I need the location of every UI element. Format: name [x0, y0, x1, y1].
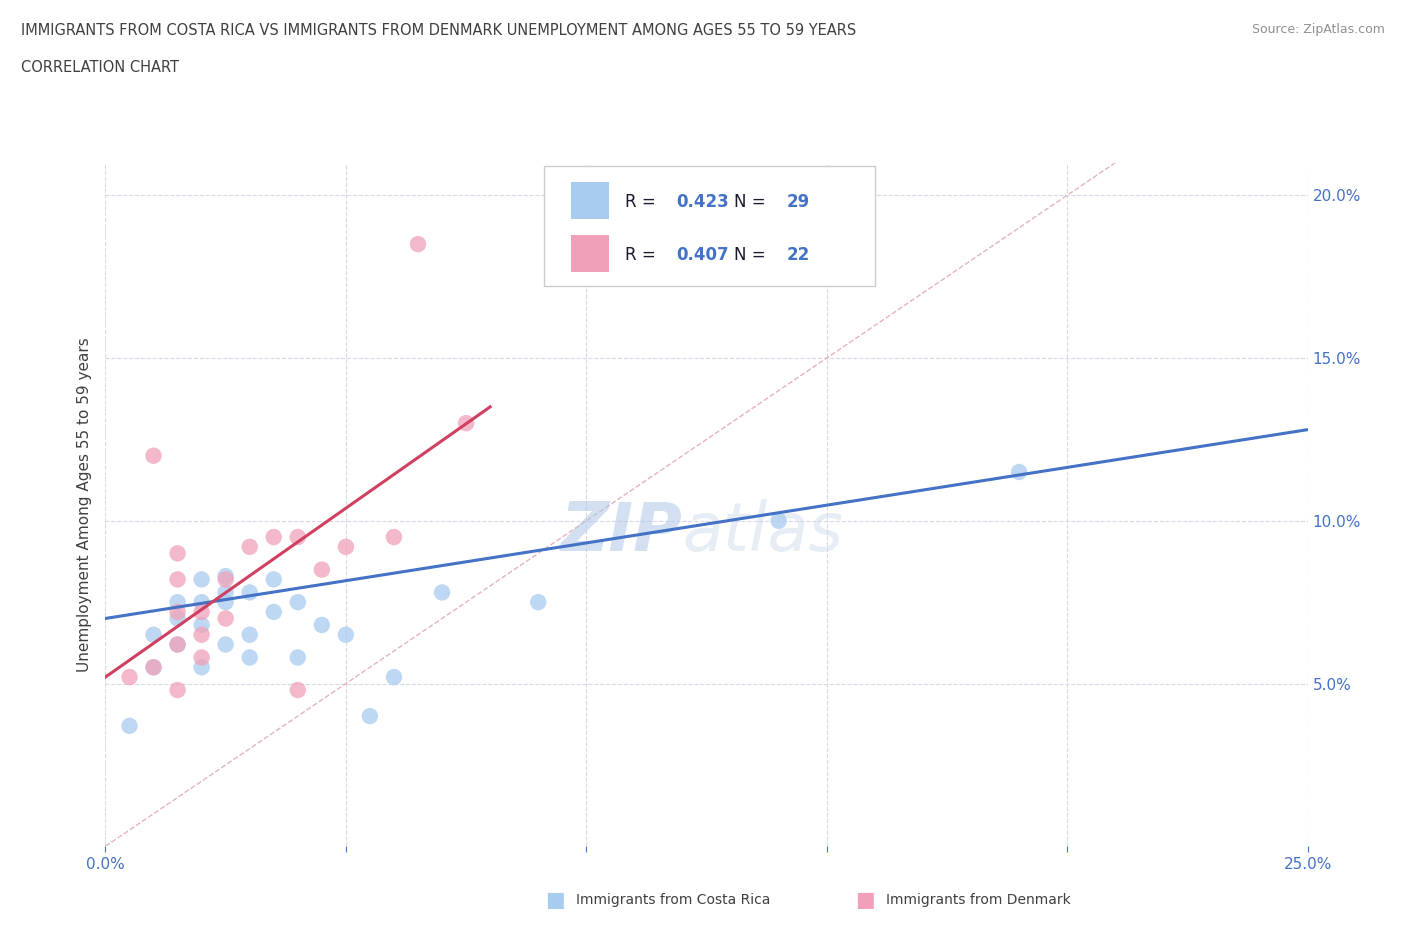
Point — [190, 650, 212, 665]
Point — [263, 604, 285, 619]
FancyBboxPatch shape — [544, 166, 875, 286]
Point — [166, 546, 188, 561]
Point — [214, 595, 236, 610]
Point — [214, 572, 236, 587]
Point — [768, 513, 790, 528]
FancyBboxPatch shape — [571, 182, 609, 219]
Point — [214, 569, 236, 584]
Point — [166, 572, 188, 587]
Point — [430, 585, 453, 600]
Point — [166, 611, 188, 626]
Point — [263, 530, 285, 545]
Point — [1008, 465, 1031, 480]
Point — [214, 585, 236, 600]
Point — [166, 637, 188, 652]
Point — [142, 628, 165, 643]
Point — [118, 670, 141, 684]
Text: ZIP: ZIP — [561, 498, 682, 565]
Point — [118, 719, 141, 734]
Point — [454, 416, 477, 431]
Point — [190, 572, 212, 587]
Point — [239, 650, 262, 665]
Point — [287, 595, 309, 610]
Point — [287, 530, 309, 545]
Point — [166, 595, 188, 610]
Point — [190, 595, 212, 610]
Point — [287, 683, 309, 698]
Point — [311, 563, 333, 578]
Y-axis label: Unemployment Among Ages 55 to 59 years: Unemployment Among Ages 55 to 59 years — [77, 338, 93, 671]
Point — [382, 530, 405, 545]
Point — [142, 448, 165, 463]
Point — [166, 637, 188, 652]
Point — [311, 618, 333, 632]
Point — [263, 572, 285, 587]
Point — [190, 618, 212, 632]
Point — [214, 611, 236, 626]
Text: ■: ■ — [855, 890, 875, 910]
FancyBboxPatch shape — [571, 234, 609, 272]
Point — [287, 650, 309, 665]
Text: Immigrants from Denmark: Immigrants from Denmark — [886, 893, 1070, 908]
Point — [214, 637, 236, 652]
Point — [382, 670, 405, 684]
Text: R =: R = — [624, 246, 655, 264]
Point — [239, 585, 262, 600]
Text: N =: N = — [734, 193, 766, 211]
Text: Immigrants from Costa Rica: Immigrants from Costa Rica — [576, 893, 770, 908]
Text: 22: 22 — [787, 246, 810, 264]
Text: 0.423: 0.423 — [676, 193, 730, 211]
Point — [142, 660, 165, 675]
Text: R =: R = — [624, 193, 655, 211]
Point — [406, 237, 429, 252]
Text: IMMIGRANTS FROM COSTA RICA VS IMMIGRANTS FROM DENMARK UNEMPLOYMENT AMONG AGES 55: IMMIGRANTS FROM COSTA RICA VS IMMIGRANTS… — [21, 23, 856, 38]
Point — [142, 660, 165, 675]
Text: 29: 29 — [787, 193, 810, 211]
Point — [239, 539, 262, 554]
Point — [190, 660, 212, 675]
Point — [359, 709, 381, 724]
Text: ■: ■ — [546, 890, 565, 910]
Point — [239, 628, 262, 643]
Text: atlas: atlas — [682, 498, 844, 565]
Text: N =: N = — [734, 246, 766, 264]
Point — [190, 604, 212, 619]
Point — [335, 539, 357, 554]
Text: 0.407: 0.407 — [676, 246, 730, 264]
Point — [190, 628, 212, 643]
Point — [527, 595, 550, 610]
Point — [166, 683, 188, 698]
Text: CORRELATION CHART: CORRELATION CHART — [21, 60, 179, 75]
Point — [335, 628, 357, 643]
Point — [166, 604, 188, 619]
Text: Source: ZipAtlas.com: Source: ZipAtlas.com — [1251, 23, 1385, 36]
